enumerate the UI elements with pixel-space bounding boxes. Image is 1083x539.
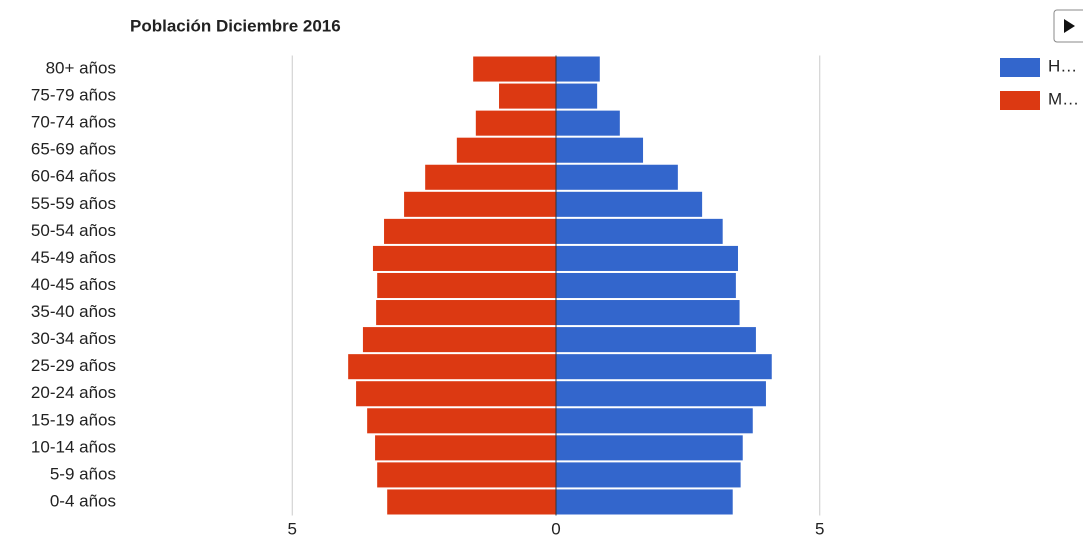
y-tick-label: 65-69 años [31,140,116,159]
play-button[interactable] [1053,9,1083,43]
y-tick-label: 80+ años [46,59,116,78]
y-tick-label: 70-74 años [31,113,116,132]
y-tick-label: 25-29 años [31,356,116,375]
bar [556,435,743,461]
y-tick-label: 50-54 años [31,221,116,240]
y-tick-label: 20-24 años [31,383,116,402]
bar [556,489,733,515]
bar [556,327,756,353]
y-tick-label: 0-4 años [50,491,116,510]
legend-label: M… [1048,89,1079,108]
y-tick-label: 55-59 años [31,194,116,213]
bar [556,83,598,109]
legend-swatch [1000,91,1040,110]
bar [556,56,600,82]
bar [556,164,678,190]
bar [375,435,556,461]
bar [384,218,556,244]
bar [499,83,556,109]
bar [372,245,556,271]
bar [356,381,556,407]
bar [556,462,741,488]
y-tick-label: 15-19 años [31,410,116,429]
legend-label: H… [1048,56,1077,75]
bar [556,110,620,136]
y-tick-label: 75-79 años [31,86,116,105]
bar [362,327,556,353]
bar [556,408,753,434]
bar [556,191,703,217]
bar [556,300,740,326]
y-tick-label: 10-14 años [31,437,116,456]
chart-title: Población Diciembre 2016 [130,16,341,35]
bar [425,164,556,190]
bar [367,408,556,434]
bar [377,272,556,299]
bar [556,272,736,299]
bar [475,110,556,136]
y-tick-label: 40-45 años [31,275,116,294]
bar [376,300,556,326]
legend-swatch [1000,58,1040,77]
bar [473,56,556,82]
y-tick-label: 45-49 años [31,248,116,267]
bar [556,354,772,380]
x-tick-label: 5 [815,519,824,538]
bar [377,462,556,488]
y-tick-label: 35-40 años [31,302,116,321]
x-tick-label: 5 [288,519,297,538]
bar [387,489,556,515]
bar [556,218,723,244]
x-tick-label: 0 [551,519,560,538]
bar [556,245,738,271]
bar [556,381,766,407]
bar [348,354,556,380]
bar [456,137,556,163]
y-tick-label: 5-9 años [50,464,116,483]
y-tick-label: 30-34 años [31,329,116,348]
play-icon[interactable] [1064,19,1075,33]
y-tick-label: 60-64 años [31,167,116,186]
bar [404,191,556,217]
bar [556,137,644,163]
